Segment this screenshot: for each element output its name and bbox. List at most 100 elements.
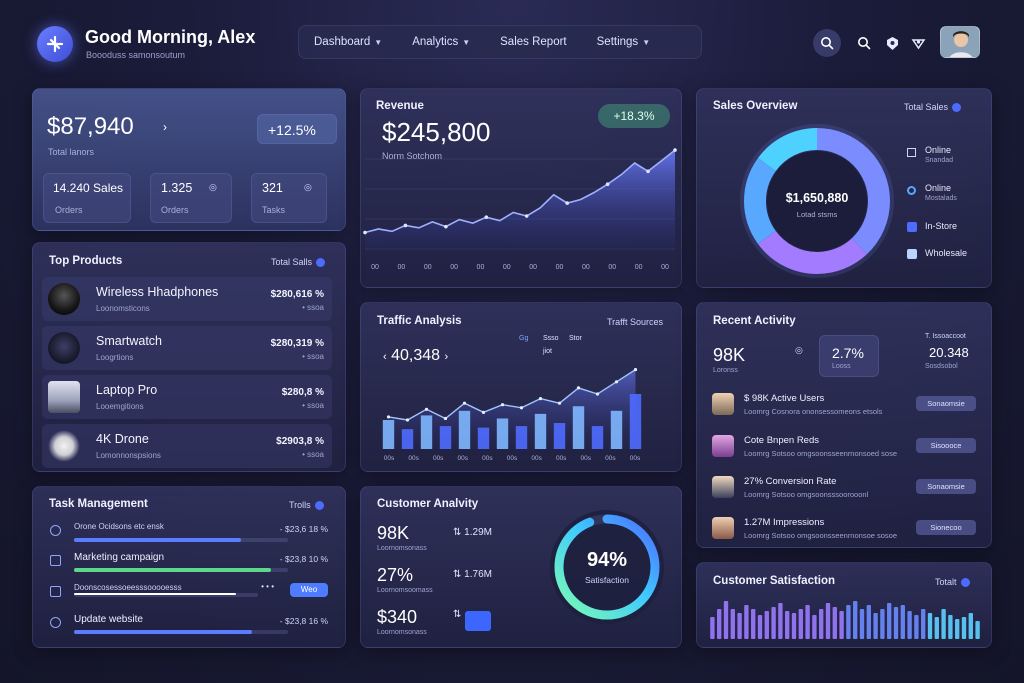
search-icon[interactable] (813, 29, 841, 57)
task-badge-button[interactable]: Weo (290, 583, 328, 597)
stat-card[interactable]: 14.240 Sales Orders (43, 173, 131, 223)
satisfaction-bar[interactable] (880, 609, 885, 639)
activity-action-button[interactable]: Sionecoo (916, 520, 976, 535)
satisfaction-bar[interactable] (853, 601, 858, 639)
calendar-icon[interactable] (50, 555, 61, 566)
satisfaction-bar[interactable] (873, 613, 878, 639)
satisfaction-bar[interactable] (907, 611, 912, 639)
traffic-bar[interactable] (382, 419, 395, 449)
search-icon[interactable] (852, 31, 876, 55)
satisfaction-gauge[interactable] (547, 507, 667, 627)
tasks-link[interactable]: Trolls (289, 500, 324, 510)
traffic-bar[interactable] (420, 415, 433, 449)
traffic-bar[interactable] (629, 394, 642, 449)
traffic-bar[interactable] (553, 423, 566, 449)
palette-icon[interactable] (906, 31, 930, 55)
nav-analytics[interactable]: Analytics ▼ (397, 36, 485, 48)
legend-item[interactable]: In-Store (907, 221, 987, 239)
nav-dashboard[interactable]: Dashboard ▼ (299, 36, 397, 48)
task-row[interactable]: Doonscosessoeesssooooesss • • • Weo (46, 582, 336, 612)
chevron-right-icon[interactable]: › (163, 120, 167, 134)
satisfaction-bar[interactable] (975, 621, 980, 639)
stat-card[interactable]: 321 ◎ Tasks (251, 173, 327, 223)
list-item[interactable]: 1.27M Impressions Loomrg Sotsoo omgsoons… (710, 514, 980, 548)
satisfaction-bar[interactable] (934, 617, 939, 639)
totals-link[interactable]: Totalt (935, 577, 970, 587)
satisfaction-bar[interactable] (887, 603, 892, 639)
satisfaction-bar[interactable] (744, 605, 749, 639)
activity-action-button[interactable]: Sonaomsie (916, 396, 976, 411)
traffic-bar[interactable] (439, 426, 452, 449)
satisfaction-bar[interactable] (961, 617, 967, 639)
donut-slice[interactable] (744, 128, 890, 274)
donut-slice[interactable] (744, 128, 890, 274)
task-row[interactable]: Update website - $23,8 16 % (46, 613, 336, 643)
satisfaction-bar[interactable] (737, 613, 742, 639)
satisfaction-bar[interactable] (791, 613, 797, 639)
traffic-bar[interactable] (610, 410, 623, 449)
activity-stat-box[interactable]: 2.7% Looss (819, 335, 879, 377)
satisfaction-bar[interactable] (730, 609, 735, 639)
legend-item[interactable]: Online Mostalads (907, 183, 987, 213)
chevron-right-icon[interactable]: › (444, 351, 449, 363)
satisfaction-bar[interactable] (893, 607, 899, 639)
nav-sales-report[interactable]: Sales Report (485, 36, 581, 48)
satisfaction-bar[interactable] (866, 605, 871, 639)
satisfaction-bar[interactable] (839, 611, 844, 639)
legend-item[interactable]: Wholesale (907, 248, 987, 266)
satisfaction-bar[interactable] (968, 613, 973, 639)
satisfaction-bar[interactable] (948, 615, 953, 639)
traffic-bar[interactable] (496, 418, 509, 449)
activity-action-button[interactable]: Sonaomsie (916, 479, 976, 494)
traffic-bar[interactable] (401, 429, 414, 449)
list-item[interactable]: 27% Conversion Rate Loomrg Sotsoo omgsoo… (710, 473, 980, 507)
user-icon[interactable] (880, 31, 904, 55)
satisfaction-bar[interactable] (717, 609, 722, 639)
satisfaction-bar[interactable] (859, 609, 865, 639)
satisfaction-bar[interactable] (757, 615, 763, 639)
satisfaction-bar-chart[interactable] (709, 595, 981, 643)
activity-action-button[interactable]: Sisoooce (916, 438, 976, 453)
list-item[interactable]: Wireless Hhadphones Loonomsticons $280,6… (42, 277, 332, 321)
satisfaction-bar[interactable] (819, 609, 824, 639)
satisfaction-bar[interactable] (778, 603, 783, 639)
list-item[interactable]: Laptop Pro Looemgitions $280,8 % • ssoa (42, 375, 332, 419)
traffic-bar-chart[interactable]: 00s 00s 00s 00s 00s 00s 00s 00s 00s 00s 00s (361, 359, 682, 472)
satisfaction-bar[interactable] (955, 619, 960, 639)
avatar[interactable] (940, 26, 980, 58)
nav-settings[interactable]: Settings ▼ (582, 36, 665, 48)
traffic-bar[interactable] (515, 426, 528, 449)
satisfaction-bar[interactable] (785, 611, 790, 639)
satisfaction-bar[interactable] (771, 607, 776, 639)
total-sales-link[interactable]: Total Sales (904, 102, 962, 112)
chart-icon[interactable] (465, 611, 491, 631)
satisfaction-bar[interactable] (846, 605, 851, 639)
donut-slice[interactable] (744, 128, 890, 274)
list-item[interactable]: $ 98K Active Users Loomrg Cosnora ononse… (710, 390, 980, 424)
satisfaction-bar[interactable] (941, 609, 946, 639)
satisfaction-bar[interactable] (805, 605, 810, 639)
chevron-left-icon[interactable]: ‹ (383, 351, 387, 363)
checkbox-icon[interactable] (50, 586, 61, 597)
list-item[interactable]: Smartwatch Loogrtions $280,319 % • ssoa (42, 326, 332, 370)
traffic-bar[interactable] (458, 410, 471, 449)
satisfaction-bar[interactable] (723, 601, 729, 639)
app-logo-icon[interactable] (37, 26, 73, 62)
satisfaction-bar[interactable] (798, 609, 803, 639)
satisfaction-bar[interactable] (825, 603, 831, 639)
traffic-bar[interactable] (572, 406, 585, 449)
satisfaction-bar[interactable] (710, 617, 715, 639)
task-row[interactable]: Marketing campaign - $23,8 10 % (46, 551, 336, 581)
revenue-area-chart[interactable]: 00 00 00 00 00 00 00 00 00 00 00 00 (361, 139, 682, 288)
satisfaction-bar[interactable] (832, 607, 837, 639)
satisfaction-bar[interactable] (921, 609, 926, 639)
task-row[interactable]: Orone Ocidsons etc ensk - $23,6 18 % (46, 521, 336, 551)
checkbox-icon[interactable] (50, 525, 61, 536)
satisfaction-bar[interactable] (812, 615, 817, 639)
stat-card[interactable]: 1.325 ◎ Orders (150, 173, 232, 223)
list-item[interactable]: Cote Bnpen Reds Loomrg Sotsoo omgsoonsse… (710, 432, 980, 466)
sales-donut-chart[interactable] (739, 123, 895, 279)
list-item[interactable]: 4K Drone Lomonnonspsions $2903,8 % • sso… (42, 424, 332, 468)
traffic-bar[interactable] (477, 427, 490, 449)
checkbox-icon[interactable] (50, 617, 61, 628)
